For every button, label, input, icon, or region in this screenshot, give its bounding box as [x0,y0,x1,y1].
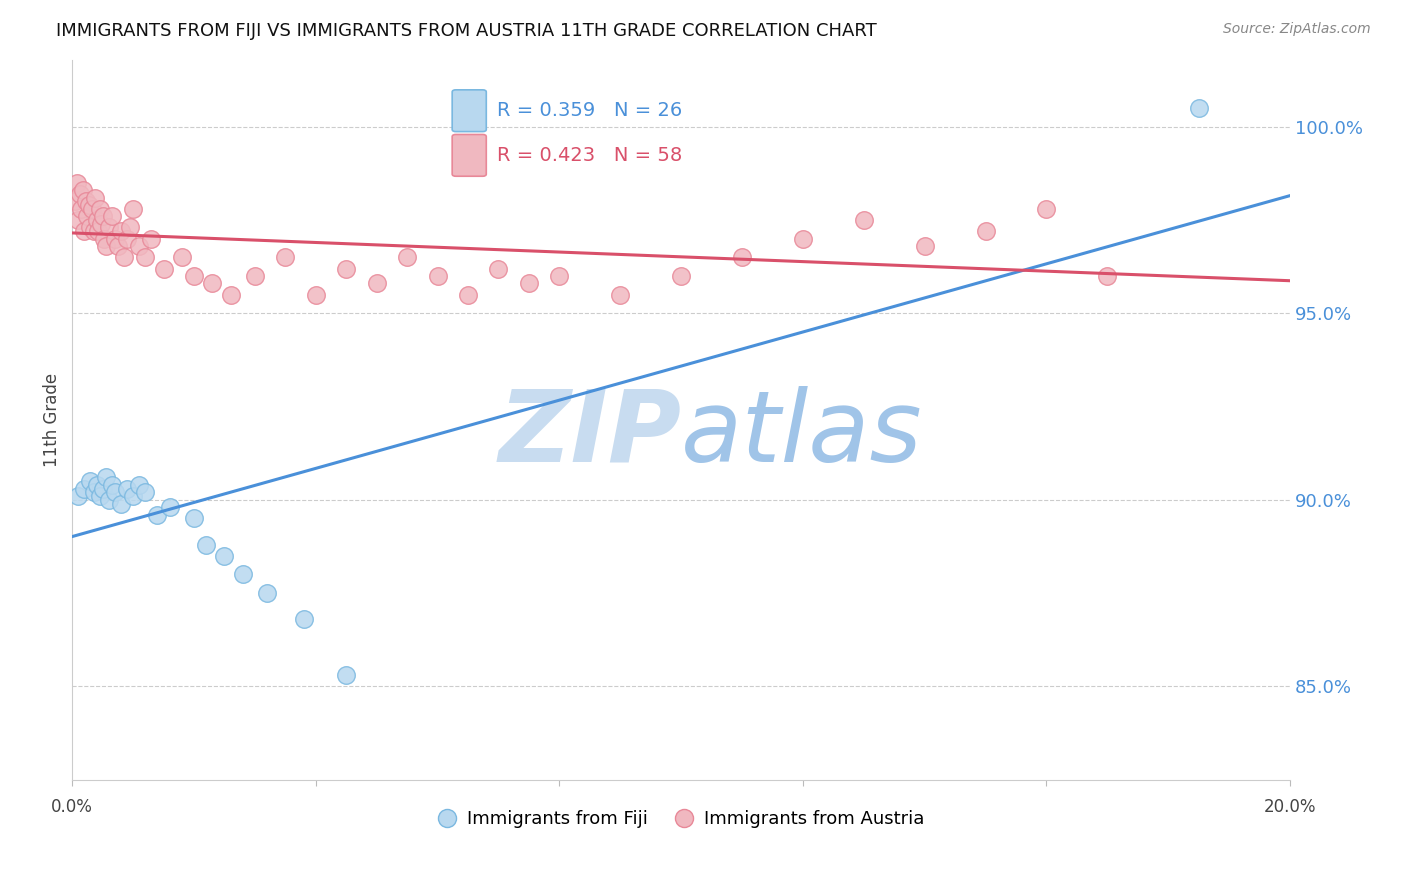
Point [67,213,90,227]
Point [548,268,571,283]
Point [75,194,97,209]
Point [232,567,254,582]
Y-axis label: 11th Grade: 11th Grade [44,373,60,467]
Point [609,287,631,301]
Point [146,508,169,522]
Point [134,485,156,500]
Point [152,261,174,276]
Text: R = 0.423   N = 58: R = 0.423 N = 58 [498,146,682,165]
Point [183,268,205,283]
Point [77,198,100,212]
Point [101,478,124,492]
Text: 0.0%: 0.0% [51,798,93,816]
Point [195,538,218,552]
Point [84,191,107,205]
Point [128,239,150,253]
Point [83,224,105,238]
Point [97,492,120,507]
Point [201,277,224,291]
FancyBboxPatch shape [453,135,486,177]
Point [72,183,94,197]
Point [70,202,93,216]
Point [488,261,510,276]
Point [366,277,388,291]
Text: R = 0.359   N = 26: R = 0.359 N = 26 [498,101,682,120]
Point [1097,268,1119,283]
Point [120,220,142,235]
Point [80,202,103,216]
Point [134,250,156,264]
Point [457,287,479,301]
Text: atlas: atlas [681,385,922,483]
Point [852,213,875,227]
Point [69,186,91,201]
Point [93,232,115,246]
Point [86,478,108,492]
Point [91,209,114,223]
Point [73,482,96,496]
Point [79,220,101,235]
Point [128,478,150,492]
Point [94,470,117,484]
Point [974,224,997,238]
Point [76,209,98,223]
Text: Source: ZipAtlas.com: Source: ZipAtlas.com [1223,22,1371,37]
Point [104,485,127,500]
Point [107,239,129,253]
Point [73,224,96,238]
Point [335,261,357,276]
Point [396,250,419,264]
Point [122,489,145,503]
Point [914,239,936,253]
Point [87,224,110,238]
Point [141,232,163,246]
Point [517,277,540,291]
Point [67,489,90,503]
Point [110,497,132,511]
Point [79,474,101,488]
Point [243,268,266,283]
Point [1035,202,1057,216]
Point [426,268,449,283]
Point [110,224,132,238]
Point [91,482,114,496]
Point [122,202,145,216]
FancyBboxPatch shape [453,90,486,132]
Point [183,511,205,525]
Point [115,232,138,246]
Point [97,220,120,235]
Point [792,232,814,246]
Legend: Immigrants from Fiji, Immigrants from Austria: Immigrants from Fiji, Immigrants from Au… [430,803,931,836]
Point [305,287,328,301]
Point [1188,101,1211,115]
Point [89,202,111,216]
Point [65,194,87,209]
Point [83,485,105,500]
Point [219,287,242,301]
Point [90,217,112,231]
Point [159,500,181,515]
Point [256,586,278,600]
Text: IMMIGRANTS FROM FIJI VS IMMIGRANTS FROM AUSTRIA 11TH GRADE CORRELATION CHART: IMMIGRANTS FROM FIJI VS IMMIGRANTS FROM … [56,22,877,40]
Text: 20.0%: 20.0% [1264,798,1316,816]
Point [115,482,138,496]
Point [89,489,111,503]
Point [669,268,692,283]
Point [731,250,754,264]
Point [170,250,193,264]
Point [66,176,89,190]
Point [335,668,357,682]
Point [104,232,127,246]
Point [94,239,117,253]
Point [274,250,297,264]
Point [101,209,124,223]
Point [214,549,236,563]
Point [112,250,135,264]
Point [292,612,315,626]
Point [86,213,108,227]
Text: ZIP: ZIP [498,385,681,483]
